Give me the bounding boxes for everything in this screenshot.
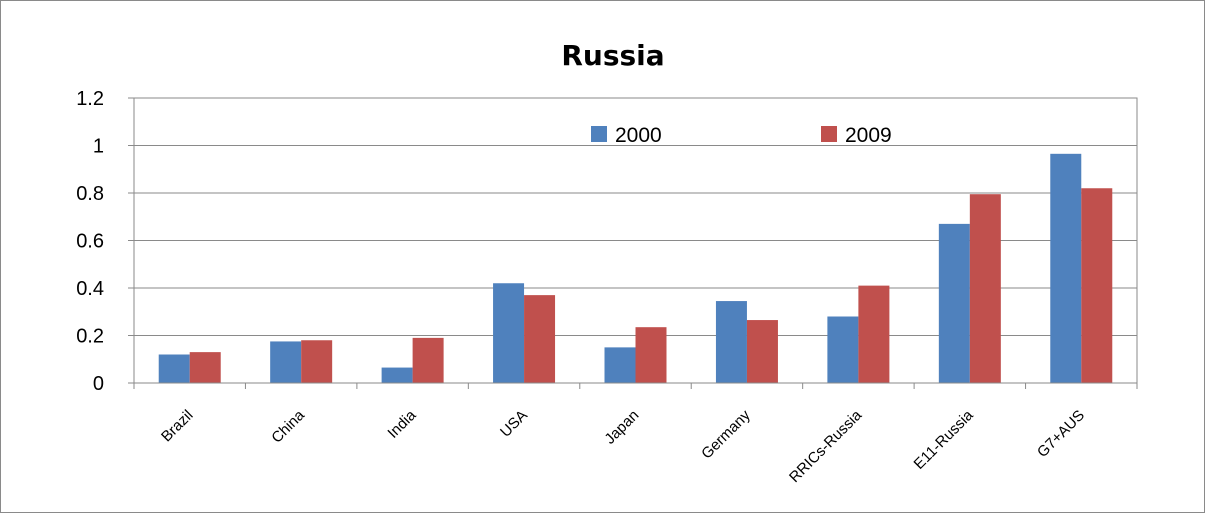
- bar-2009-usa: [524, 295, 556, 383]
- y-tick-label: 0.4: [76, 278, 104, 300]
- x-category-label: Japan: [601, 407, 642, 448]
- bar-2000-japan: [604, 347, 636, 383]
- x-category-label: USA: [497, 407, 531, 441]
- bar-2009-china: [301, 340, 333, 383]
- y-tick-label: 0.6: [76, 231, 104, 253]
- bar-2009-e11-russia: [969, 194, 1001, 383]
- legend-label-2000: 2000: [615, 124, 662, 147]
- bar-2009-germany: [746, 320, 778, 383]
- bar-2009-brazil: [189, 352, 221, 383]
- bar-2009-g7-aus: [1081, 188, 1113, 383]
- y-tick-label: 0.2: [76, 326, 104, 348]
- bar-2000-e11-russia: [938, 223, 970, 383]
- y-tick-label: 0.8: [76, 183, 104, 205]
- x-category-label: Germany: [698, 406, 754, 462]
- bar-2009-rrics-russia: [858, 285, 890, 383]
- x-category-label: E11-Russia: [911, 406, 978, 473]
- legend-swatch-2009: [821, 126, 837, 142]
- bar-2000-germany: [715, 301, 747, 383]
- x-category-label: China: [268, 406, 308, 446]
- x-category-label: Brazil: [158, 407, 197, 446]
- legend-swatch-2000: [591, 126, 607, 142]
- y-tick-label: 1.2: [76, 88, 104, 110]
- bar-2000-china: [270, 341, 302, 383]
- bar-2009-japan: [635, 327, 667, 383]
- legend: 2000 2009: [591, 124, 892, 147]
- plot-area: [133, 97, 1138, 384]
- x-category-label: G7+AUS: [1034, 407, 1088, 461]
- bar-2000-brazil: [158, 354, 190, 383]
- y-tick-label: 0: [93, 373, 104, 395]
- y-axis-ticks: 0 0.2 0.4 0.6 0.8 1 1.2: [76, 88, 104, 395]
- bars: [158, 153, 1113, 383]
- bar-2000-g7-aus: [1050, 153, 1082, 383]
- y-tick-label: 1: [93, 136, 104, 158]
- legend-label-2009: 2009: [845, 124, 892, 147]
- bar-2000-usa: [493, 283, 525, 383]
- bar-2009-india: [412, 337, 444, 383]
- x-category-label: RRICs-Russia: [786, 406, 866, 486]
- x-axis-labels: Brazil China India USA Japan Germany RRICs-Rus…: [158, 406, 1088, 486]
- x-category-label: India: [384, 406, 419, 441]
- bar-2000-rrics-russia: [827, 316, 859, 383]
- bar-2000-india: [381, 367, 413, 383]
- chart-title: Russia: [561, 39, 664, 72]
